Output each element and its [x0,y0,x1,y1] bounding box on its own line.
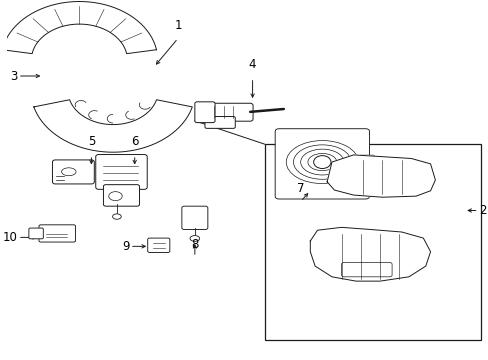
Text: 10: 10 [3,231,18,244]
FancyBboxPatch shape [341,262,391,277]
Text: 5: 5 [87,135,95,148]
FancyBboxPatch shape [358,155,374,172]
Text: 6: 6 [131,135,138,148]
Ellipse shape [112,214,121,219]
FancyBboxPatch shape [103,185,139,206]
FancyBboxPatch shape [147,238,169,252]
FancyBboxPatch shape [194,102,215,123]
Text: 3: 3 [10,69,18,82]
Polygon shape [2,1,156,54]
FancyBboxPatch shape [275,129,369,199]
FancyBboxPatch shape [182,206,207,229]
Polygon shape [34,100,192,152]
FancyBboxPatch shape [29,228,43,239]
FancyBboxPatch shape [52,160,94,184]
Text: 7: 7 [296,182,304,195]
FancyBboxPatch shape [39,225,75,242]
Text: 1: 1 [174,19,182,32]
Bar [264,144,480,339]
FancyBboxPatch shape [206,103,253,121]
Ellipse shape [61,168,76,176]
Text: 9: 9 [122,240,130,253]
FancyBboxPatch shape [204,117,235,129]
Text: 4: 4 [248,58,256,71]
Text: 8: 8 [191,238,198,251]
Polygon shape [310,227,430,281]
Text: 2: 2 [478,204,485,217]
Polygon shape [326,155,434,197]
Ellipse shape [190,235,199,241]
FancyBboxPatch shape [96,154,147,189]
